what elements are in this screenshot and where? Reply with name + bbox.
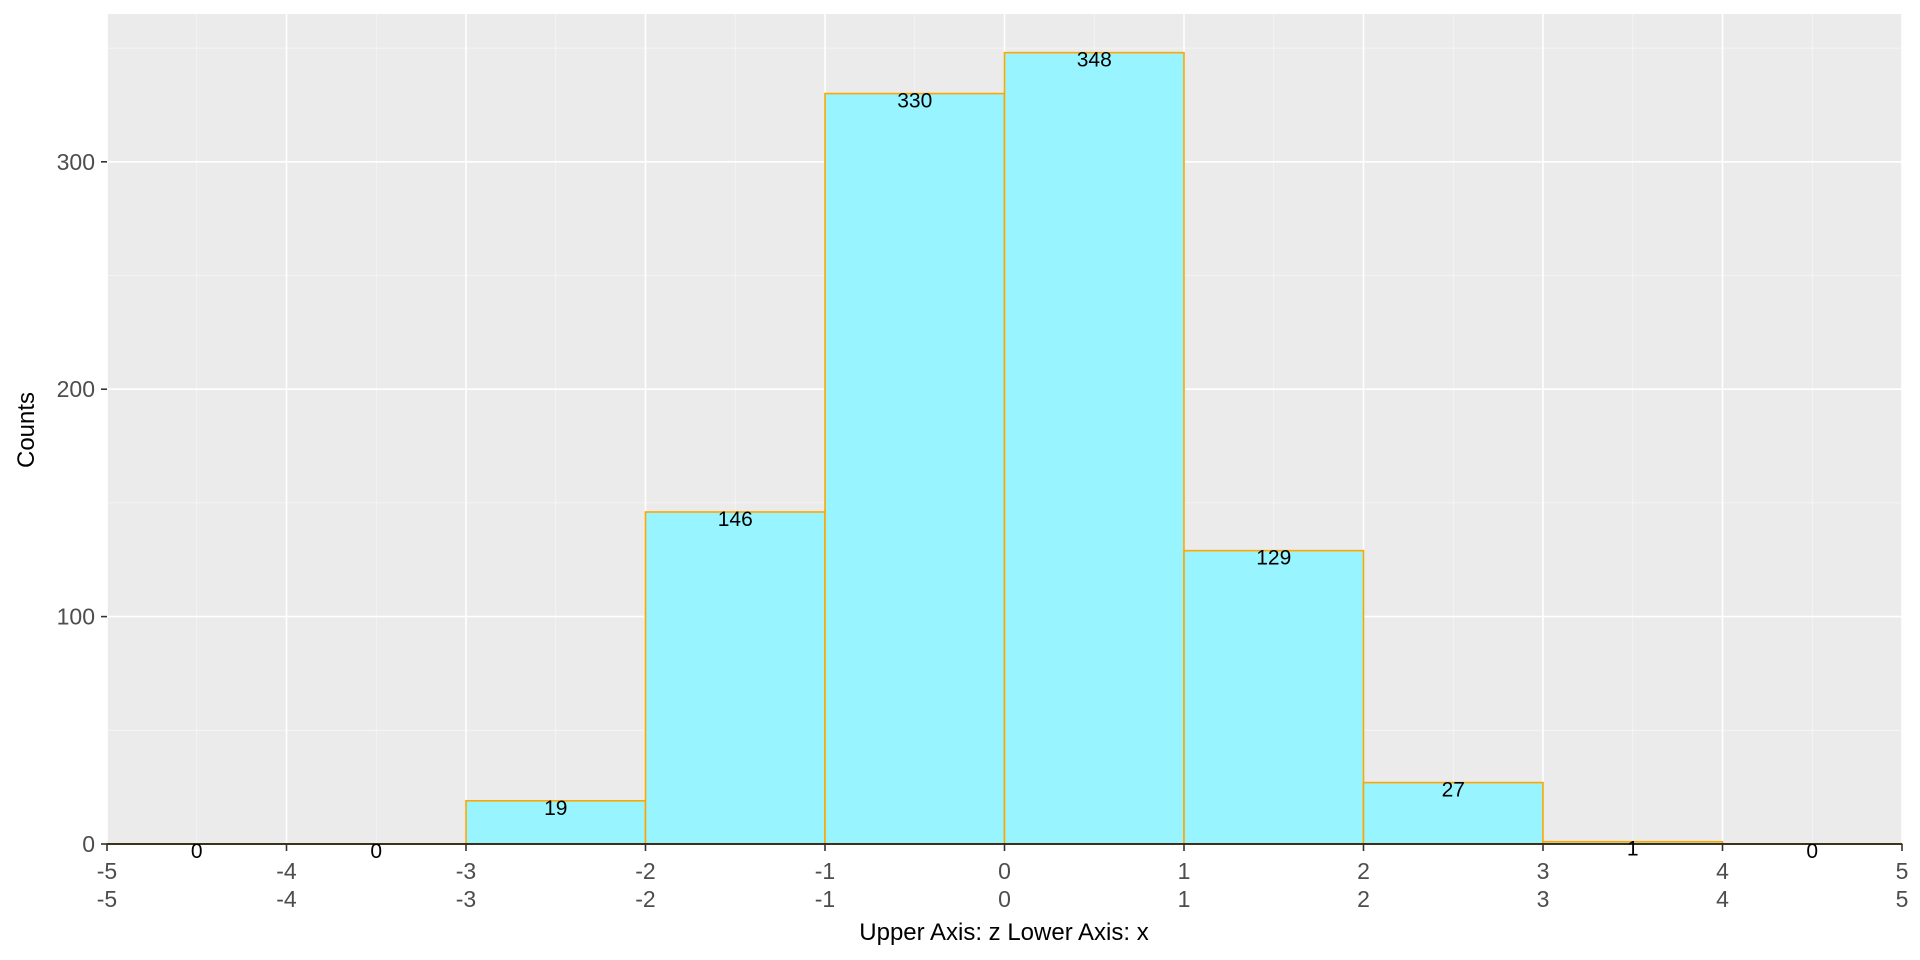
x-tick-label-lower: 2 xyxy=(1357,886,1370,912)
histogram-bar xyxy=(824,92,1006,845)
x-tick-label-upper: -1 xyxy=(815,858,835,884)
x-axis-title: Upper Axis: z Lower Axis: x xyxy=(859,919,1148,946)
x-tick-label-lower: 0 xyxy=(998,886,1011,912)
x-tick-label-lower: 3 xyxy=(1537,886,1550,912)
x-tick-label-upper: 0 xyxy=(998,858,1011,884)
bar-count-label: 0 xyxy=(1806,840,1818,863)
bar-count-label: 27 xyxy=(1442,779,1465,802)
x-tick-label-lower: -4 xyxy=(276,886,297,912)
histogram-bar xyxy=(1003,51,1185,845)
bar-count-label: 0 xyxy=(370,840,382,863)
y-tick-label: 300 xyxy=(57,149,95,175)
x-tick-label-lower: 4 xyxy=(1716,886,1729,912)
bar-count-label: 0 xyxy=(191,840,203,863)
x-tick-label-upper: 4 xyxy=(1716,858,1729,884)
x-tick-label-upper: 1 xyxy=(1178,858,1191,884)
bar-count-labels: 0 0 19 146 330 348 129 27 1 0 xyxy=(191,49,1818,863)
histogram-bars xyxy=(106,51,1903,845)
y-tick-label: 200 xyxy=(57,376,95,402)
x-tick-label-upper: 2 xyxy=(1357,858,1370,884)
x-tick-label-lower: -2 xyxy=(635,886,655,912)
bar-count-label: 146 xyxy=(718,508,753,531)
x-tick-label-lower: -1 xyxy=(815,886,835,912)
histogram-bar xyxy=(1362,781,1544,845)
x-tick-label-upper: -3 xyxy=(456,858,476,884)
histogram-bar xyxy=(644,511,826,845)
bar-count-label: 330 xyxy=(897,90,932,113)
x-tick-label-lower: 1 xyxy=(1178,886,1191,912)
bar-count-label: 348 xyxy=(1077,49,1112,72)
x-tick-label-upper: 3 xyxy=(1537,858,1550,884)
bar-count-label: 19 xyxy=(544,797,567,820)
x-tick-label-lower: 5 xyxy=(1896,886,1909,912)
bar-count-label: 1 xyxy=(1627,838,1639,861)
x-tick-label-lower: -3 xyxy=(456,886,476,912)
x-tick-label-upper: 5 xyxy=(1896,858,1909,884)
y-axis-title: Counts xyxy=(13,392,40,468)
x-tick-label-upper: -5 xyxy=(97,858,117,884)
bar-count-label: 129 xyxy=(1256,547,1291,570)
histogram-bar xyxy=(1183,549,1365,845)
y-axis: 0 100 200 300 xyxy=(57,149,107,857)
y-tick-label: 0 xyxy=(82,831,95,857)
x-tick-label-upper: -2 xyxy=(635,858,655,884)
x-tick-label-upper: -4 xyxy=(276,858,297,884)
y-tick-label: 100 xyxy=(57,604,95,630)
x-tick-label-lower: -5 xyxy=(97,886,117,912)
